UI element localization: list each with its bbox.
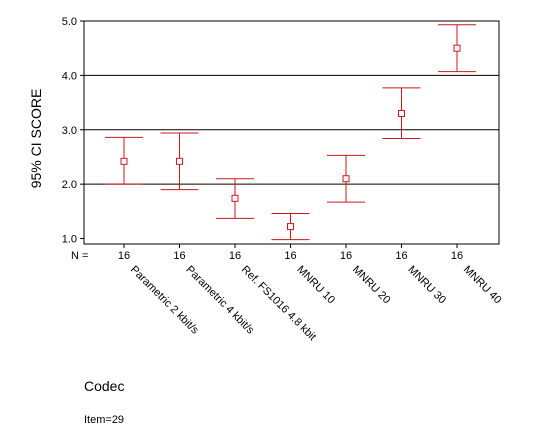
- plot-frame: [83, 20, 500, 245]
- mean-marker: [176, 157, 183, 165]
- x-axis-label: Codec: [84, 378, 125, 394]
- n-value: 16: [451, 250, 463, 262]
- error-bar: [382, 87, 421, 139]
- error-bar: [216, 178, 254, 219]
- y-tick-label: 5.0: [62, 16, 77, 28]
- y-tick-label: 3.0: [62, 125, 77, 137]
- x-axis-ticks: [123, 244, 458, 248]
- error-bar: [438, 24, 476, 73]
- y-axis-label: 95% CI SCORE: [28, 89, 44, 189]
- n-value: 16: [284, 250, 296, 262]
- mean-marker: [287, 223, 294, 231]
- mean-marker: [398, 109, 405, 117]
- mean-marker: [342, 175, 350, 183]
- n-values: 16 16 16 16 16 16 16: [118, 250, 463, 262]
- n-value: 16: [395, 250, 407, 262]
- error-bar: [327, 154, 365, 203]
- category-label: MNRU 40: [461, 264, 504, 307]
- grid-lines: [84, 74, 499, 185]
- error-bars: [105, 24, 476, 241]
- error-bar: [105, 136, 143, 185]
- y-tick-label: 1.0: [62, 234, 77, 246]
- error-bar: [271, 213, 310, 241]
- item-note: Item=29: [84, 414, 125, 426]
- category-label: MNRU 10: [294, 264, 337, 307]
- n-value: 16: [118, 250, 130, 262]
- n-value: 16: [340, 250, 352, 262]
- n-value: 16: [229, 250, 241, 262]
- mean-marker: [453, 44, 461, 52]
- category-label: MNRU 30: [405, 264, 448, 307]
- y-tick-label: 4.0: [62, 70, 77, 82]
- n-label: N =: [71, 250, 88, 262]
- mean-marker: [120, 157, 128, 165]
- mean-marker: [231, 194, 239, 202]
- y-tick-label: 2.0: [62, 179, 77, 191]
- category-label: MNRU 20: [350, 264, 393, 307]
- error-bar: [160, 132, 199, 191]
- n-value: 16: [173, 250, 185, 262]
- y-axis-ticks: 1.0 2.0 3.0 4.0 5.0: [62, 16, 84, 246]
